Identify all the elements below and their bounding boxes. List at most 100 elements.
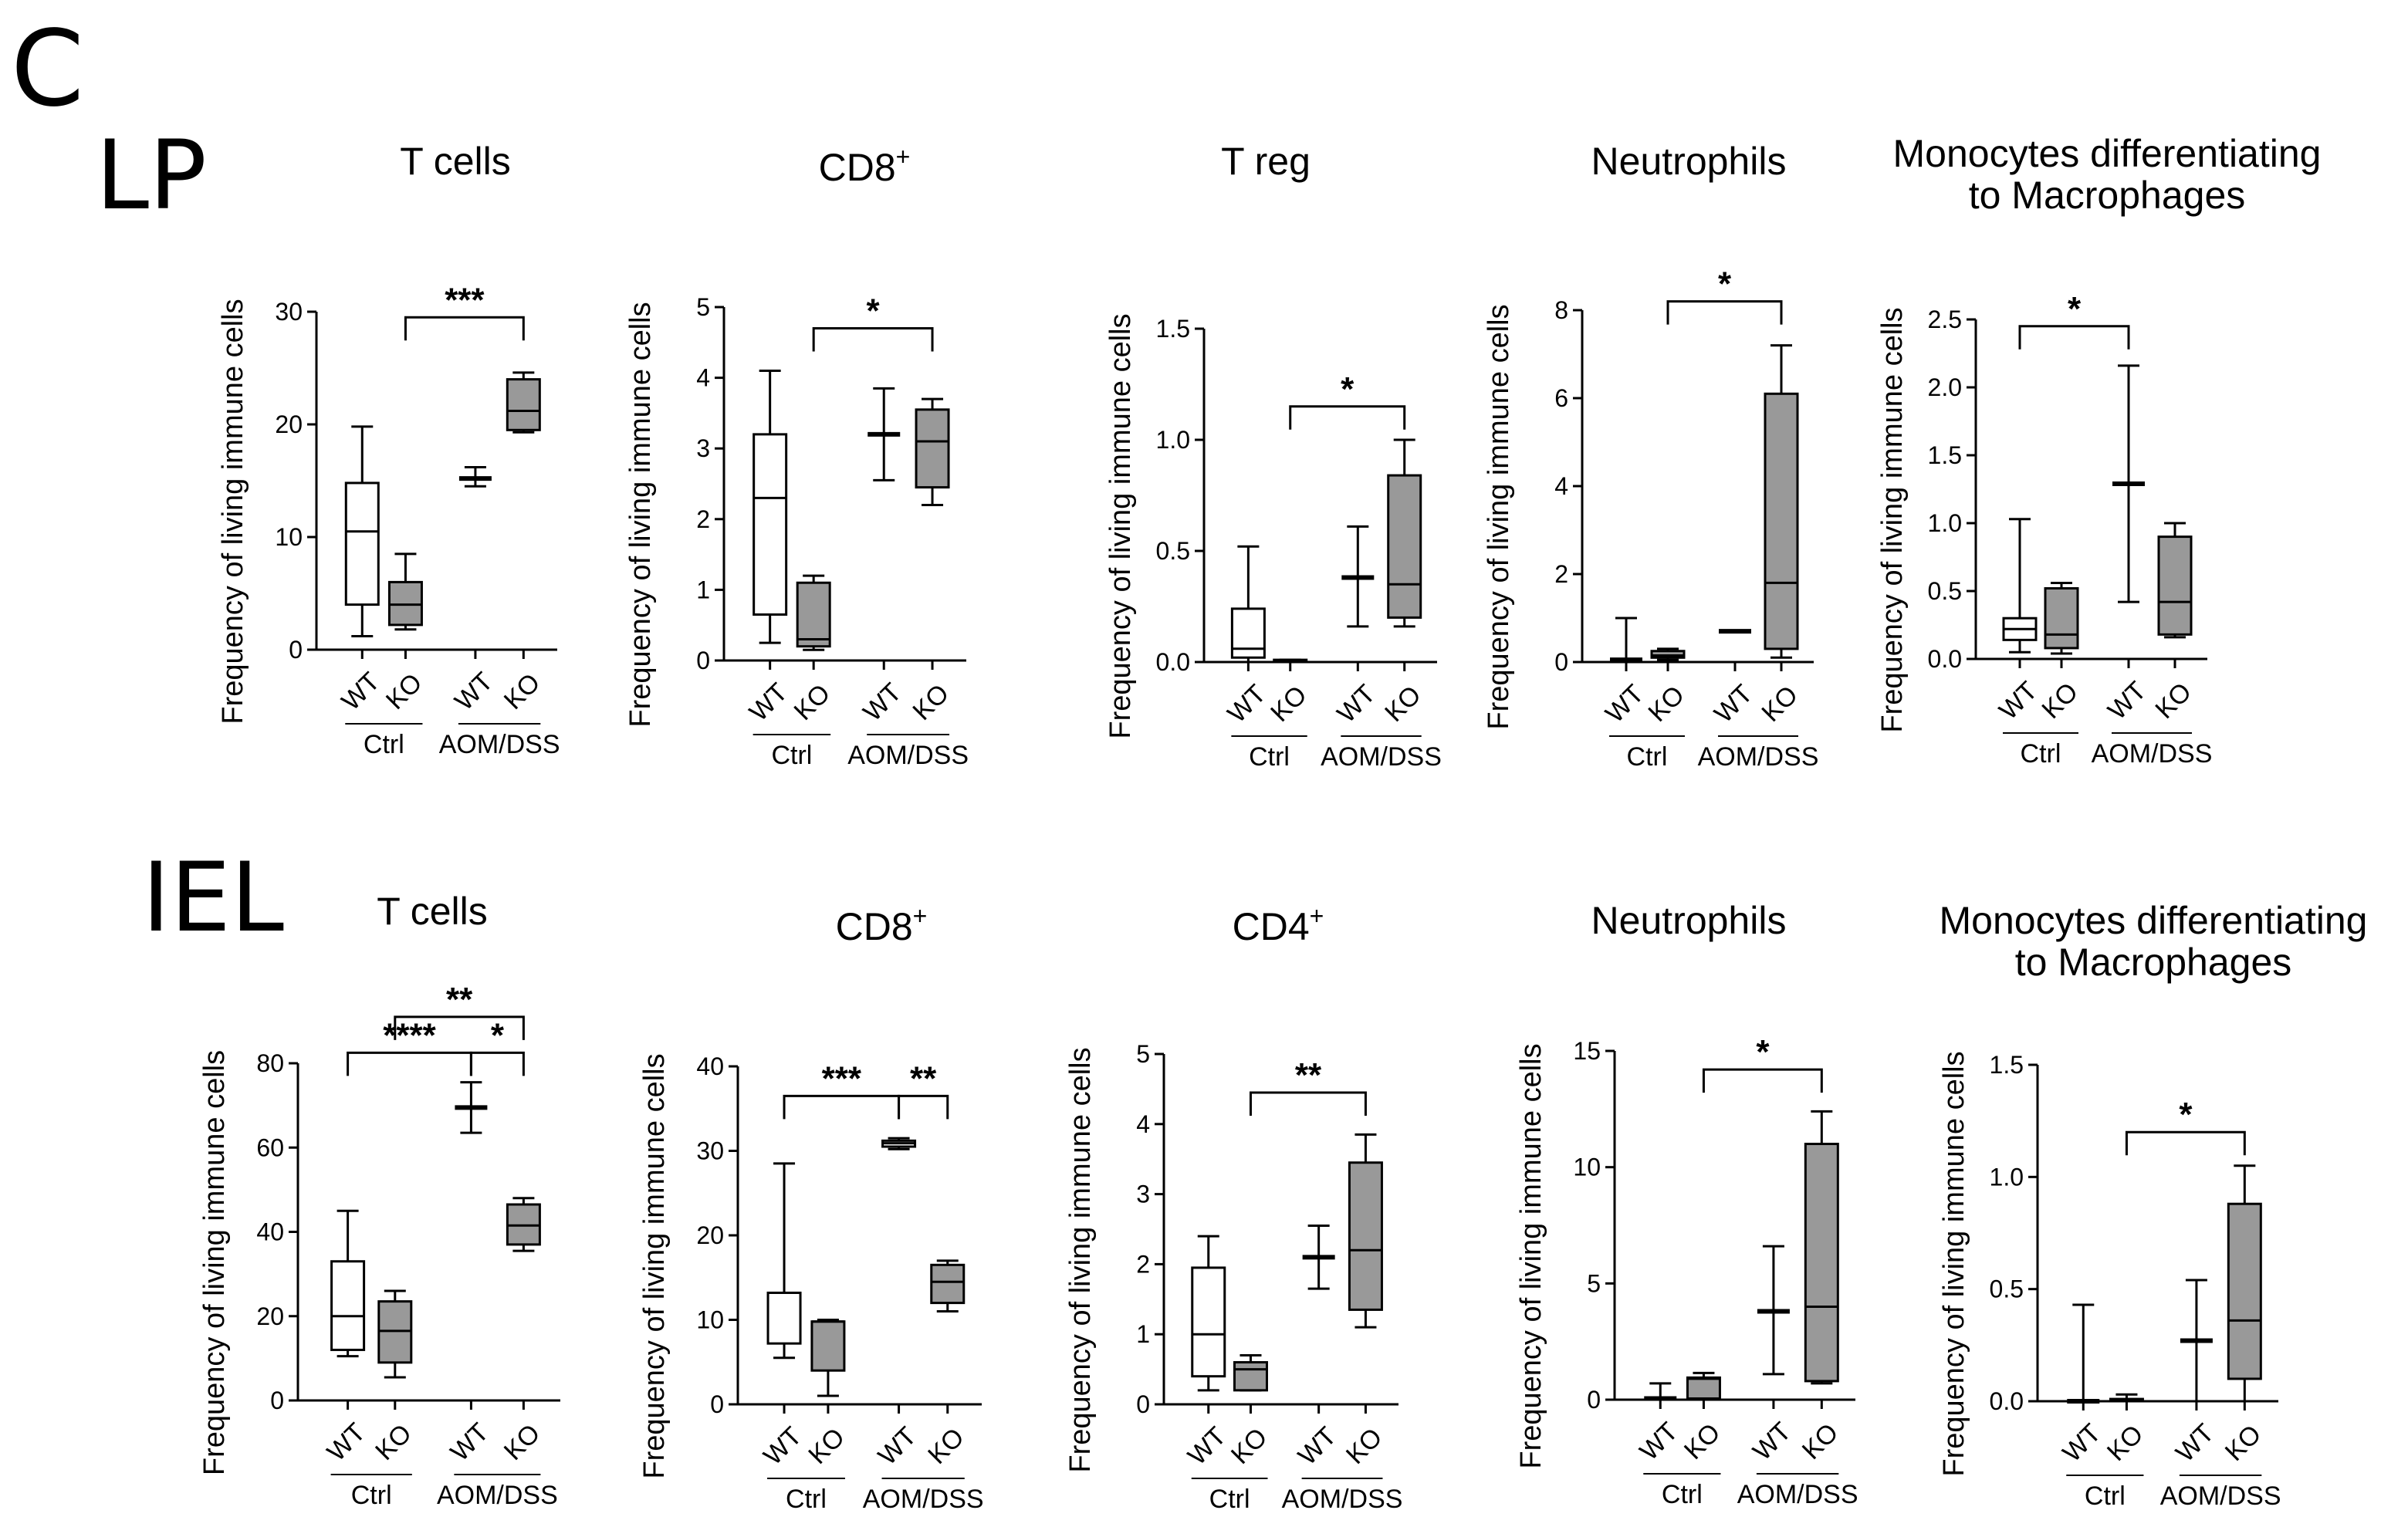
chart-title-line2: to Macrophages bbox=[2015, 941, 2292, 984]
y-tick-label: 1.5 bbox=[1928, 441, 1962, 469]
significance-label: ** bbox=[910, 1059, 937, 1097]
x-tick-label: KO bbox=[2149, 677, 2197, 725]
group-label: Ctrl bbox=[2021, 739, 2061, 769]
y-tick-label: 0 bbox=[696, 647, 710, 674]
y-tick-label: 0 bbox=[289, 636, 303, 664]
y-tick-label: 0 bbox=[1554, 648, 1568, 676]
x-tick-label: WT bbox=[449, 667, 499, 716]
significance-bracket bbox=[1289, 405, 1406, 430]
significance-bracket bbox=[469, 1051, 525, 1076]
y-tick-label: 1.0 bbox=[1156, 426, 1190, 454]
panel-letter: C bbox=[11, 8, 84, 130]
y-tick-label: 1.0 bbox=[1928, 509, 1962, 537]
significance-label: *** bbox=[445, 281, 485, 319]
y-tick-label: 10 bbox=[275, 523, 303, 551]
x-tick-label: KO bbox=[1379, 680, 1427, 728]
significance-bracket bbox=[812, 326, 934, 352]
y-tick-label: 20 bbox=[696, 1221, 724, 1249]
significance-label: * bbox=[2068, 290, 2082, 328]
group-label: AOM/DSS bbox=[437, 1481, 558, 1510]
x-tick-label: KO bbox=[1226, 1422, 1273, 1470]
x-tick-label: WT bbox=[758, 1421, 807, 1471]
y-tick-label: 4 bbox=[1136, 1110, 1150, 1138]
x-tick-label: WT bbox=[1709, 679, 1758, 728]
x-tick-label: KO bbox=[1679, 1417, 1727, 1465]
x-tick-label: WT bbox=[445, 1417, 494, 1467]
x-tick-label: WT bbox=[1331, 679, 1381, 728]
y-tick-label: 30 bbox=[275, 298, 303, 326]
y-tick-label: 4 bbox=[696, 364, 710, 392]
x-tick-label: KO bbox=[499, 667, 546, 715]
significance-label: * bbox=[1756, 1033, 1770, 1071]
y-axis-label: Frequency of living immune cells bbox=[198, 1050, 231, 1475]
y-axis-label: Frequency of living immune cells bbox=[217, 299, 249, 724]
significance-bracket bbox=[394, 1015, 525, 1040]
significance-bracket bbox=[1702, 1068, 1823, 1093]
y-axis-label: Frequency of living immune cells bbox=[1104, 313, 1137, 738]
group-label: Ctrl bbox=[2085, 1481, 2126, 1511]
box bbox=[1686, 1376, 1721, 1400]
x-tick-label: WT bbox=[1182, 1421, 1232, 1471]
group-label: AOM/DSS bbox=[2092, 739, 2213, 769]
box bbox=[330, 1260, 366, 1351]
box bbox=[1230, 607, 1266, 659]
row-label-iel: IEL bbox=[142, 843, 284, 954]
x-tick-label: WT bbox=[744, 677, 793, 727]
x-tick-label: WT bbox=[2057, 1418, 2106, 1468]
charts-layer: T cells Frequency of living immune cells 0… bbox=[198, 132, 2367, 1514]
group-label: Ctrl bbox=[1209, 1485, 1250, 1514]
x-tick-label: KO bbox=[499, 1418, 546, 1466]
y-axis-label: Frequency of living immune cells bbox=[638, 1053, 671, 1478]
y-tick-label: 8 bbox=[1554, 296, 1568, 324]
box bbox=[2227, 1202, 2262, 1380]
chart-title: Neutrophils bbox=[1591, 899, 1787, 942]
y-tick-label: 6 bbox=[1554, 384, 1568, 412]
box bbox=[766, 1291, 802, 1345]
y-tick-label: 5 bbox=[1587, 1269, 1601, 1297]
significance-bracket bbox=[347, 1051, 472, 1076]
significance-label: *** bbox=[822, 1059, 862, 1097]
x-tick-label: WT bbox=[1994, 676, 2043, 725]
x-tick-label: WT bbox=[1293, 1421, 1342, 1471]
y-tick-label: 0.5 bbox=[1156, 537, 1190, 565]
chart-title: T reg bbox=[1221, 140, 1311, 183]
chart-title: Monocytes differentiating bbox=[1893, 132, 2322, 175]
x-tick-label: KO bbox=[2102, 1419, 2149, 1467]
significance-bracket bbox=[783, 1094, 901, 1120]
x-tick-label: KO bbox=[922, 1422, 970, 1470]
chart-panel-1: T cells Frequency of living immune cells 0… bbox=[217, 140, 560, 759]
x-tick-label: KO bbox=[1642, 680, 1690, 728]
box bbox=[1233, 1361, 1268, 1392]
y-tick-label: 2 bbox=[1554, 560, 1568, 588]
box bbox=[915, 408, 950, 489]
y-tick-label: 1.5 bbox=[1156, 315, 1190, 343]
group-label: Ctrl bbox=[1249, 742, 1290, 772]
y-tick-label: 1.5 bbox=[1990, 1051, 2024, 1079]
box bbox=[1191, 1266, 1226, 1378]
chart-panel-2: CD8+ Frequency of living immune cells 0 1 2 3… bbox=[624, 143, 969, 770]
x-tick-label: KO bbox=[380, 667, 428, 715]
y-tick-label: 0 bbox=[270, 1387, 284, 1414]
box bbox=[810, 1320, 846, 1372]
y-tick-label: 2.5 bbox=[1928, 306, 1962, 333]
chart-title: T cells bbox=[400, 140, 511, 183]
significance-bracket bbox=[2125, 1130, 2246, 1156]
y-tick-label: 5 bbox=[696, 293, 710, 321]
x-tick-label: WT bbox=[1222, 679, 1271, 728]
chart-title-line2: to Macrophages bbox=[1969, 174, 2246, 217]
y-tick-label: 0 bbox=[710, 1390, 724, 1418]
significance-bracket bbox=[1666, 300, 1783, 325]
significance-label: * bbox=[867, 292, 881, 329]
chart-title: CD8+ bbox=[836, 902, 928, 948]
x-tick-label: WT bbox=[2102, 676, 2152, 725]
box bbox=[796, 581, 831, 648]
significance-label: * bbox=[491, 1016, 505, 1054]
group-label: AOM/DSS bbox=[439, 730, 560, 759]
chart-panel-8: CD4+ Frequency of living immune cells 0 1 2 3… bbox=[1064, 902, 1402, 1514]
chart-title-superscript: + bbox=[1310, 902, 1324, 930]
box bbox=[2044, 586, 2079, 650]
x-tick-label: KO bbox=[1341, 1422, 1388, 1470]
x-tick-label: KO bbox=[1797, 1417, 1845, 1465]
y-tick-label: 20 bbox=[275, 410, 303, 438]
x-tick-label: WT bbox=[1747, 1417, 1797, 1466]
